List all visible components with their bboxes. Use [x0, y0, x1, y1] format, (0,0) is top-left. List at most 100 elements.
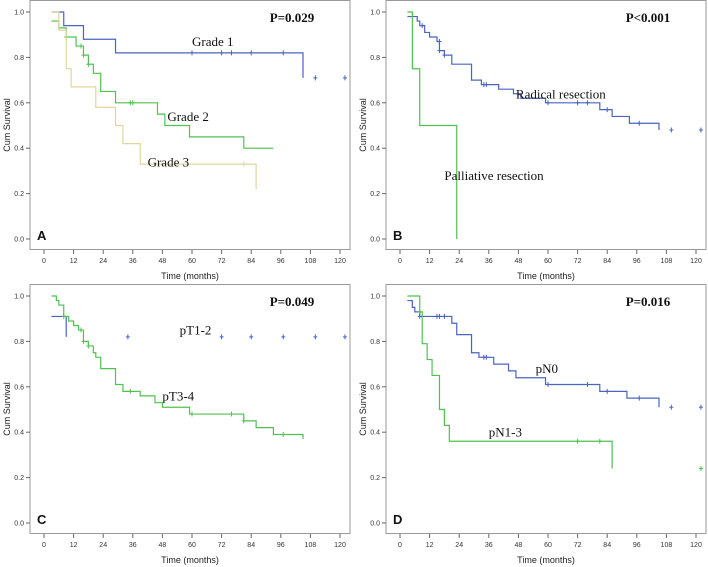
censor-mark [417, 313, 422, 319]
y-tick-label: 1.0 [14, 10, 24, 17]
y-tick-label: 0.6 [370, 100, 380, 107]
censor-mark [241, 161, 246, 167]
y-tick-label: 0.2 [14, 191, 24, 198]
panel-letter: B [393, 228, 402, 243]
x-tick-label: 72 [218, 542, 226, 549]
censor-mark [342, 334, 347, 340]
x-tick-label: 0 [42, 258, 46, 265]
censor-mark [229, 50, 234, 56]
km-panel-B: 0.0 0.2 0.4 0.6 0.8 1.0 0 12 24 36 48 60 72 84 96 108 12… [358, 0, 707, 281]
censor-mark [637, 120, 642, 126]
y-tick-label: 0.4 [370, 146, 380, 153]
x-tick-label: 24 [455, 258, 463, 265]
censor-mark [669, 127, 674, 133]
y-tick-label: 0.8 [370, 55, 380, 62]
series-label: Radical resection [516, 86, 606, 101]
x-tick-label: 72 [574, 542, 582, 549]
y-tick-label: 0.4 [14, 430, 24, 437]
p-value: P=0.016 [626, 294, 671, 309]
censor-mark [86, 343, 91, 349]
x-tick-label: 84 [247, 542, 255, 549]
survival-curve-grade-3 [51, 11, 257, 190]
censor-mark [342, 75, 347, 81]
x-tick-label: 12 [426, 258, 434, 265]
censor-mark [597, 438, 602, 444]
x-tick-label: 84 [603, 542, 611, 549]
censor-mark [130, 100, 135, 106]
x-tick-label: 48 [515, 542, 523, 549]
censor-mark [313, 75, 318, 81]
y-tick-label: 0.4 [14, 146, 24, 153]
x-tick-label: 36 [485, 542, 493, 549]
censor-mark [546, 382, 550, 388]
censor-mark [698, 404, 703, 410]
censor-mark [128, 388, 133, 394]
y-tick-label: 0.6 [14, 384, 24, 391]
censor-mark [605, 107, 610, 113]
y-tick-label: 0.0 [370, 237, 380, 244]
censor-mark [698, 466, 703, 472]
x-tick-label: 120 [690, 258, 702, 265]
censor-mark [605, 388, 610, 394]
p-value: P<0.001 [626, 10, 671, 25]
y-tick-label: 0.2 [370, 191, 380, 198]
x-tick-label: 24 [99, 542, 107, 549]
x-tick-label: 120 [690, 542, 702, 549]
censor-mark [698, 127, 703, 133]
survival-curve-radical-resection [407, 15, 660, 131]
x-tick-label: 48 [159, 258, 167, 265]
x-tick-label: 96 [633, 542, 641, 549]
km-panel-A: 0.0 0.2 0.4 0.6 0.8 1.0 0 12 24 36 48 60 72 84 96 108 12… [2, 0, 351, 281]
censor-mark [546, 100, 550, 106]
y-tick-label: 0.0 [370, 521, 380, 528]
x-tick-label: 36 [129, 542, 137, 549]
censor-mark [669, 404, 674, 410]
x-tick-label: 60 [188, 258, 196, 265]
y-tick-label: 0.0 [14, 521, 24, 528]
censor-mark [229, 411, 234, 417]
censor-mark [437, 39, 442, 45]
censor-mark [484, 82, 489, 88]
censor-mark [79, 327, 83, 333]
y-axis-label: Cum Survival [358, 382, 368, 436]
censor-mark [585, 382, 590, 388]
x-tick-label: 24 [99, 258, 107, 265]
y-axis-label: Cum Survival [2, 382, 12, 436]
censor-mark [585, 100, 590, 106]
x-tick-label: 60 [188, 542, 196, 549]
y-tick-label: 1.0 [14, 294, 24, 301]
censor-mark [442, 313, 447, 319]
series-label: pT1-2 [180, 323, 212, 338]
series-label: Grade 2 [167, 109, 209, 124]
series-label: pT3-4 [162, 388, 194, 403]
censor-mark [575, 100, 580, 106]
censor-mark [281, 334, 286, 340]
survival-curve-grade-1 [51, 11, 304, 78]
y-tick-label: 0.8 [14, 339, 24, 346]
survival-curve-palliative-resection [407, 11, 458, 239]
x-tick-label: 0 [398, 258, 402, 265]
series-label: Grade 3 [148, 154, 190, 169]
x-tick-label: 96 [277, 542, 285, 549]
y-tick-label: 0.8 [370, 339, 380, 346]
x-tick-label: 108 [305, 258, 317, 265]
p-value: P=0.029 [270, 10, 315, 25]
x-tick-label: 0 [398, 542, 402, 549]
x-tick-label: 36 [485, 258, 493, 265]
censor-mark [81, 338, 86, 344]
y-tick-label: 0.0 [14, 237, 24, 244]
x-tick-label: 0 [42, 542, 46, 549]
censor-mark [417, 309, 422, 315]
x-axis-label: Time (months) [161, 555, 219, 565]
x-tick-label: 120 [334, 258, 346, 265]
km-panel-D: 0.0 0.2 0.4 0.6 0.8 1.0 0 12 24 36 48 60 72 84 96 108 12… [358, 284, 707, 565]
y-tick-label: 0.6 [14, 100, 24, 107]
x-tick-label: 108 [661, 258, 673, 265]
x-tick-label: 36 [129, 258, 137, 265]
censor-mark [313, 334, 318, 340]
censor-mark [219, 50, 224, 56]
y-tick-label: 0.8 [14, 55, 24, 62]
censor-mark [79, 43, 83, 49]
series-label: pN0 [536, 361, 558, 376]
